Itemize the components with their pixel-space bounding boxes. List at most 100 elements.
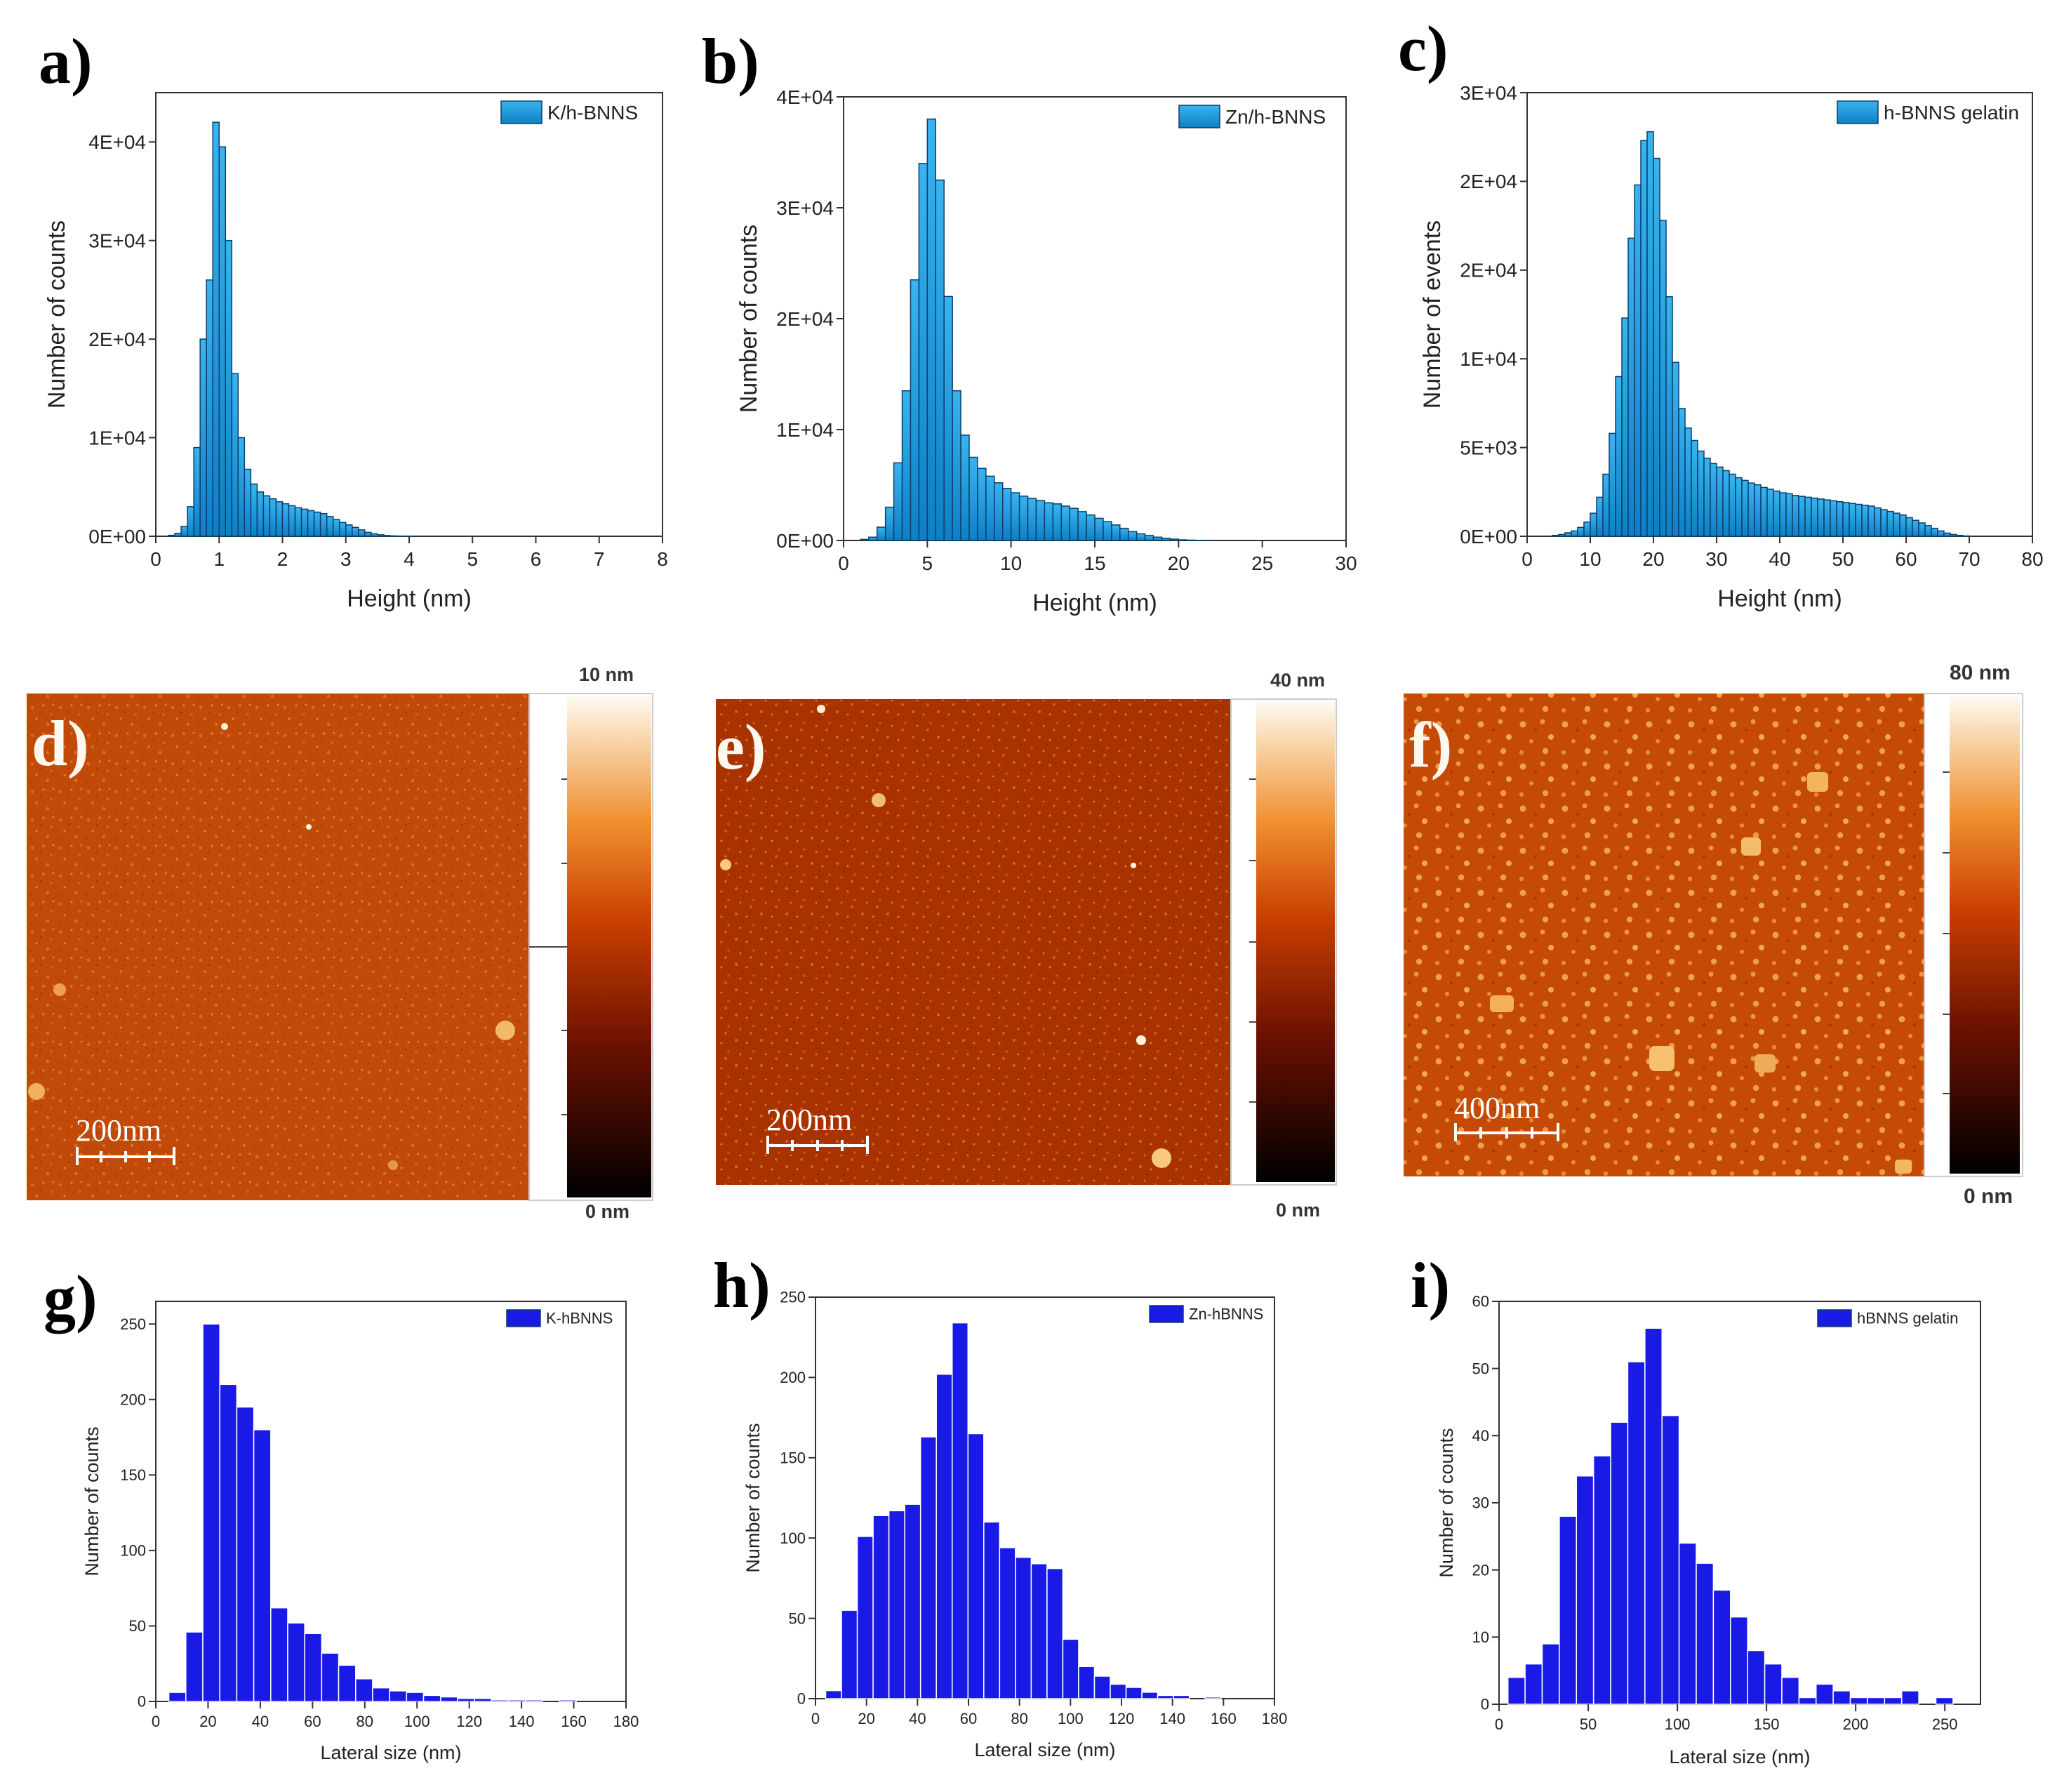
bar-i-25 [1935,1697,1954,1705]
bar-c-50 [1867,505,1875,537]
bar-i-14 [1747,1650,1766,1705]
bar-a-35 [377,534,385,537]
x-tick-label-g: 100 [404,1713,430,1730]
y-tick-label-g: 200 [120,1391,146,1409]
bar-c-45 [1836,500,1844,537]
bar-a-30 [345,524,353,537]
bar-a-14 [244,468,252,537]
bar-c-22 [1691,439,1698,537]
scalebar-label-d: 200nm [76,1113,161,1148]
bar-g-17 [457,1697,475,1702]
bar-c-17 [1659,220,1667,537]
bar-h-18 [1110,1683,1127,1699]
panel-label-a: a) [39,25,93,97]
x-tick-label-a: 5 [467,548,478,570]
legend-swatch-h [1149,1305,1184,1323]
colorbar-min-f: 0 nm [1964,1185,2013,1208]
x-axis-label-h: Lateral size (nm) [974,1739,1115,1760]
bar-b-28 [1077,511,1087,541]
afm-particle [720,859,731,870]
bar-h-19 [1125,1687,1143,1699]
x-tick-label-b: 10 [1000,552,1022,574]
y-tick-label-h: 150 [780,1449,806,1467]
x-tick-label-h: 120 [1109,1710,1135,1727]
x-tick-label-a: 7 [594,548,605,570]
x-tick-label-g: 40 [252,1713,269,1730]
colorbar-ticks-d [529,778,567,1115]
bar-h-12 [1015,1556,1032,1699]
bar-b-36 [1144,535,1154,541]
bar-b-27 [1069,507,1079,541]
bar-c-52 [1880,509,1888,537]
bar-h-22 [1173,1694,1190,1699]
bar-c-2 [1564,532,1572,537]
x-tick-label-a: 6 [531,548,542,570]
x-tick-label-g: 140 [509,1713,535,1730]
bar-b-18 [994,482,1004,541]
y-tick-label-i: 50 [1472,1360,1489,1377]
bar-b-17 [985,475,995,541]
bar-b-19 [1001,487,1012,541]
legend-label-c: h-BNNS gelatin [1884,102,2019,124]
x-tick-label-i: 150 [1754,1715,1780,1733]
bar-a-22 [294,507,302,537]
bar-b-6 [893,462,903,541]
scalebar-label-e: 200nm [766,1103,852,1137]
bar-c-37 [1785,493,1793,537]
bar-b-39 [1169,538,1180,541]
bar-b-2 [860,538,870,541]
bar-c-32 [1754,484,1762,537]
bar-h-8 [951,1322,969,1699]
bar-g-21 [524,1699,543,1702]
bar-a-25 [313,511,321,537]
bar-c-41 [1811,497,1818,537]
bar-c-44 [1830,500,1837,537]
bar-g-11 [355,1678,373,1702]
panel-label-g: g) [44,1262,98,1334]
bar-b-24 [1044,502,1054,541]
y-tick-label-h: 50 [789,1610,806,1627]
bar-i-0 [1507,1676,1526,1705]
bar-b-8 [910,279,920,541]
colorbar-ticks-f [1943,771,1950,1094]
bar-g-23 [559,1699,578,1702]
bar-c-60 [1931,527,1938,537]
afm-image-f [1404,693,1924,1176]
bar-c-48 [1855,503,1863,537]
x-tick-label-b: 30 [1335,552,1357,574]
bar-b-13 [952,390,961,541]
afm-image-e [716,699,1231,1185]
y-tick-label-a: 3E+04 [88,230,146,251]
bar-c-12 [1627,237,1635,537]
bar-c-46 [1842,502,1850,537]
colorbar-min-d: 0 nm [585,1201,630,1222]
x-tick-label-h: 20 [858,1710,874,1727]
x-tick-label-h: 40 [909,1710,926,1727]
bar-i-23 [1900,1690,1919,1705]
y-tick-label-a: 4E+04 [88,131,146,153]
legend-label-a: K/h-BNNS [547,102,638,124]
x-tick-label-g: 120 [456,1713,482,1730]
x-axis-label-b: Height (nm) [1032,590,1157,616]
bar-b-38 [1161,538,1171,541]
afm-flake [1807,772,1828,792]
bar-c-8 [1602,473,1610,537]
bar-g-1 [185,1631,204,1702]
bar-a-5 [187,506,194,537]
x-tick-label-c: 10 [1579,548,1601,570]
x-tick-label-h: 60 [960,1710,977,1727]
afm-particle [388,1160,398,1170]
x-axis-label-i: Lateral size (nm) [1669,1746,1810,1767]
x-tick-label-i: 100 [1665,1715,1691,1733]
bar-i-8 [1644,1327,1663,1705]
legend-label-g: K-hBNNS [546,1310,613,1327]
legend-swatch-g [506,1309,541,1327]
bar-i-11 [1696,1562,1715,1705]
bar-h-20 [1141,1692,1159,1699]
y-tick-label-c: 3E+04 [1460,82,1517,104]
bar-a-24 [307,510,315,537]
bar-b-34 [1127,531,1138,541]
bar-c-26 [1716,466,1724,537]
bar-c-58 [1918,522,1926,537]
bar-c-11 [1621,317,1629,537]
